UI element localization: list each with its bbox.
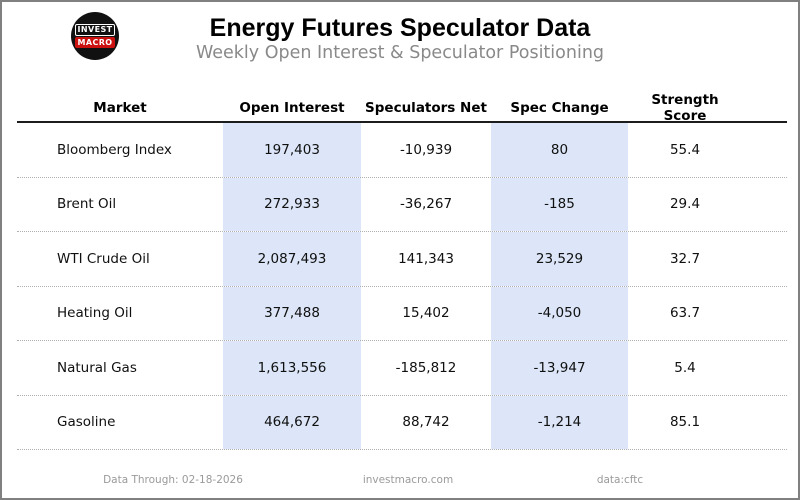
market-cell: Bloomberg Index <box>57 141 172 158</box>
speculators-net-cell: -185,812 <box>395 359 457 376</box>
logo-macro-label: MACRO <box>74 37 116 48</box>
futures-table: Market Open Interest Speculators Net Spe… <box>17 92 787 450</box>
column-header-market: Market <box>93 100 147 116</box>
column-header-speculators-net: Speculators Net <box>365 100 487 116</box>
speculators-net-cell: -36,267 <box>399 196 453 213</box>
investmacro-logo-icon: INVEST MACRO <box>71 12 119 60</box>
strength-score-cell: 5.4 <box>674 359 696 376</box>
market-cell: Natural Gas <box>57 359 137 376</box>
strength-score-cell: 55.4 <box>669 141 701 158</box>
open-interest-cell: 377,488 <box>223 286 361 340</box>
table-row: Brent Oil 272,933 -36,267 -185 29.4 <box>17 177 787 232</box>
page-title: Energy Futures Speculator Data <box>209 14 591 42</box>
table-header-row: Market Open Interest Speculators Net Spe… <box>17 92 787 124</box>
market-cell: WTI Crude Oil <box>57 250 150 267</box>
column-header-open-interest: Open Interest <box>239 100 345 116</box>
strength-score-cell: 63.7 <box>669 305 701 322</box>
spec-change-cell: 23,529 <box>491 232 628 286</box>
footer-data-through: Data Through: 02-18-2026 <box>103 474 243 486</box>
footer-source: data:cftc <box>596 474 644 486</box>
table-row: Gasoline 464,672 88,742 -1,214 85.1 <box>17 395 787 450</box>
open-interest-cell: 1,613,556 <box>223 341 361 395</box>
market-cell: Heating Oil <box>57 305 133 322</box>
spec-change-cell: -13,947 <box>491 341 628 395</box>
footer-website: investmacro.com <box>362 474 454 486</box>
table-row: Bloomberg Index 197,403 -10,939 80 55.4 <box>17 123 787 178</box>
table-row: WTI Crude Oil 2,087,493 141,343 23,529 3… <box>17 232 787 287</box>
market-cell: Brent Oil <box>57 196 117 213</box>
speculators-net-cell: 141,343 <box>398 250 454 267</box>
table-row: Heating Oil 377,488 15,402 -4,050 63.7 <box>17 286 787 341</box>
page-subtitle: Weekly Open Interest & Speculator Positi… <box>195 43 605 63</box>
column-header-strength-score: Strength Score <box>651 92 719 124</box>
table-row: Natural Gas 1,613,556 -185,812 -13,947 5… <box>17 341 787 396</box>
open-interest-cell: 2,087,493 <box>223 232 361 286</box>
spec-change-cell: -1,214 <box>491 395 628 449</box>
strength-score-cell: 32.7 <box>669 250 701 267</box>
column-header-spec-change: Spec Change <box>510 100 609 116</box>
logo-invest-label: INVEST <box>74 24 116 36</box>
header: Energy Futures Speculator Data Weekly Op… <box>2 14 798 64</box>
spec-change-cell: 80 <box>491 123 628 177</box>
speculators-net-cell: 15,402 <box>402 305 450 322</box>
open-interest-cell: 464,672 <box>223 395 361 449</box>
spec-change-cell: -185 <box>491 177 628 231</box>
open-interest-cell: 272,933 <box>223 177 361 231</box>
spec-change-cell: -4,050 <box>491 286 628 340</box>
speculators-net-cell: 88,742 <box>402 414 450 431</box>
strength-score-cell: 85.1 <box>669 414 701 431</box>
speculators-net-cell: -10,939 <box>399 141 453 158</box>
strength-score-cell: 29.4 <box>669 196 701 213</box>
open-interest-cell: 197,403 <box>223 123 361 177</box>
market-cell: Gasoline <box>57 414 116 431</box>
